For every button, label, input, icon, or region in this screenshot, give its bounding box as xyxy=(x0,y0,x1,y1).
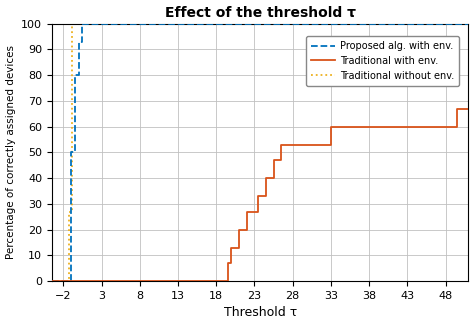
Line: Traditional with env.: Traditional with env. xyxy=(52,109,468,281)
Traditional with env. xyxy=(443,124,448,128)
Traditional with env. xyxy=(244,210,250,214)
Traditional with env. xyxy=(263,194,269,198)
Traditional with env. xyxy=(454,107,460,111)
Traditional with env. xyxy=(454,124,460,128)
Traditional without env. xyxy=(66,279,72,283)
Proposed alg. with env. xyxy=(80,21,85,25)
Traditional with env. xyxy=(328,124,334,128)
X-axis label: Threshold τ: Threshold τ xyxy=(224,306,297,319)
Traditional without env. xyxy=(70,210,75,214)
Traditional without env. xyxy=(465,21,471,25)
Traditional without env. xyxy=(49,279,55,283)
Traditional with env. xyxy=(236,246,242,250)
Proposed alg. with env. xyxy=(72,150,78,154)
Traditional with env. xyxy=(465,107,471,111)
Traditional with env. xyxy=(286,143,292,147)
Traditional with env. xyxy=(428,124,433,128)
Title: Effect of the threshold τ: Effect of the threshold τ xyxy=(164,6,356,20)
Traditional with env. xyxy=(278,158,284,162)
Proposed alg. with env. xyxy=(72,73,78,77)
Traditional without env. xyxy=(70,21,75,25)
Traditional with env. xyxy=(236,228,242,232)
Traditional with env. xyxy=(225,279,230,283)
Traditional with env. xyxy=(244,228,250,232)
Proposed alg. with env. xyxy=(76,40,82,44)
Proposed alg. with env. xyxy=(80,40,85,44)
Traditional with env. xyxy=(49,279,55,283)
Traditional with env. xyxy=(428,124,433,128)
Traditional with env. xyxy=(263,176,269,180)
Proposed alg. with env. xyxy=(465,21,471,25)
Proposed alg. with env. xyxy=(68,150,74,154)
Traditional with env. xyxy=(278,143,284,147)
Y-axis label: Percentage of correctly assigned devices: Percentage of correctly assigned devices xyxy=(6,45,16,259)
Proposed alg. with env. xyxy=(68,279,74,283)
Legend: Proposed alg. with env., Traditional with env., Traditional without env.: Proposed alg. with env., Traditional wit… xyxy=(306,36,459,85)
Line: Traditional without env.: Traditional without env. xyxy=(52,23,468,281)
Proposed alg. with env. xyxy=(49,279,55,283)
Traditional with env. xyxy=(271,158,276,162)
Traditional with env. xyxy=(286,143,292,147)
Traditional with env. xyxy=(228,246,234,250)
Proposed alg. with env. xyxy=(76,73,82,77)
Traditional with env. xyxy=(443,124,448,128)
Traditional with env. xyxy=(228,261,234,265)
Traditional with env. xyxy=(271,176,276,180)
Traditional with env. xyxy=(328,143,334,147)
Traditional with env. xyxy=(255,210,261,214)
Traditional without env. xyxy=(66,210,72,214)
Traditional with env. xyxy=(255,194,261,198)
Line: Proposed alg. with env.: Proposed alg. with env. xyxy=(52,23,468,281)
Traditional with env. xyxy=(225,261,230,265)
